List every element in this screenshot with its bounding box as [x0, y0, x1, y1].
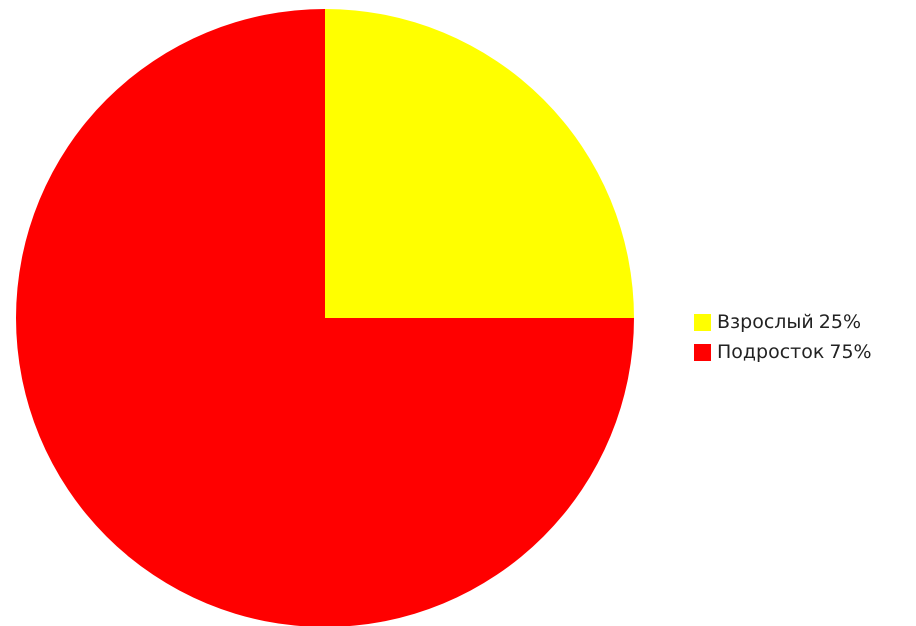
legend-label-teen: Подросток	[717, 341, 825, 363]
legend-value-teen: 75%	[829, 341, 872, 363]
legend-item-teen: Подросток 75%	[694, 337, 872, 367]
pie-slice-teen	[16, 9, 634, 626]
pie-slice-adult	[325, 9, 634, 318]
legend-swatch-teen	[694, 343, 711, 361]
legend-label-adult: Взрослый	[717, 311, 814, 333]
legend-swatch-adult	[694, 313, 711, 331]
chart-legend: Взрослый 25% Подросток 75%	[694, 307, 872, 367]
legend-item-adult: Взрослый 25%	[694, 307, 872, 337]
legend-value-adult: 25%	[818, 311, 861, 333]
